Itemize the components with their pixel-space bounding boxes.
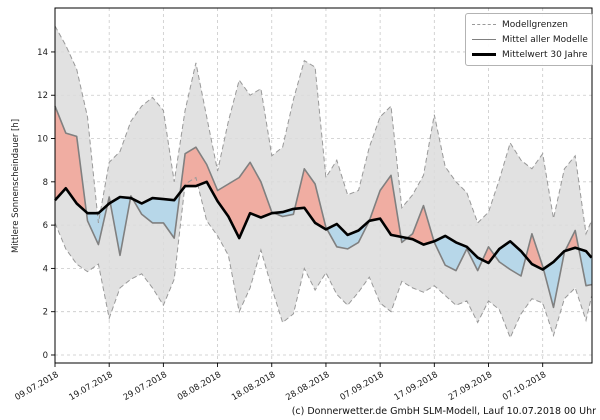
y-tick-label: 2: [43, 308, 48, 318]
below-average-area: [132, 192, 180, 239]
x-tick-label: 18.08.2018: [230, 370, 277, 403]
y-tick-label: 8: [43, 178, 48, 188]
x-tick-label: 17.09.2018: [393, 370, 440, 403]
below-average-area: [86, 205, 108, 245]
gray-line-swatch-icon: [472, 39, 496, 40]
x-tick-label: 08.08.2018: [176, 370, 223, 403]
y-tick-label: 14: [37, 48, 48, 58]
legend-item-modellgrenzen: Modellgrenzen: [472, 18, 586, 31]
above-average-area: [55, 106, 87, 213]
x-tick-label: 27.09.2018: [447, 370, 494, 403]
y-tick-label: 0: [43, 351, 48, 361]
above-average-area: [180, 147, 274, 239]
model-mean-line: [54, 105, 592, 309]
black-line-swatch-icon: [472, 53, 496, 56]
y-tick-label: 6: [43, 221, 48, 231]
y-axis-label: Mittlere Sonnenscheindauer [h]: [11, 118, 21, 254]
copyright-caption: (c) Donnerwetter.de GmbH SLM-Modell, Lau…: [291, 406, 596, 417]
x-tick-label: 29.07.2018: [122, 370, 169, 403]
axes-frame: [54, 7, 593, 364]
y-tick-label: 4: [43, 264, 48, 274]
legend-label: Modellgrenzen: [502, 19, 568, 30]
y-tick-label: 10: [37, 135, 48, 145]
legend-label: Mittel aller Modelle: [502, 34, 588, 45]
dashed-line-swatch-icon: [472, 24, 496, 25]
x-tick-label: 07.10.2018: [501, 370, 548, 403]
x-tick-label: 07.09.2018: [338, 370, 385, 403]
y-tick-label: 12: [37, 91, 48, 101]
below-average-area: [110, 197, 131, 256]
x-tick-label: 19.07.2018: [68, 370, 115, 403]
model-lower-bound-line: [54, 176, 592, 339]
model-spread-band-area: [55, 26, 592, 338]
x-tick-label: 28.08.2018: [284, 370, 331, 403]
above-average-area: [407, 205, 434, 245]
below-average-area: [578, 248, 592, 286]
below-average-area: [543, 250, 565, 308]
legend-item-mittel-aller-modelle: Mittel aller Modelle: [472, 33, 588, 46]
above-average-area: [294, 168, 327, 230]
below-average-area: [434, 235, 483, 271]
legend-item-mittelwert-30-jahre: Mittelwert 30 Jahre: [472, 48, 588, 61]
legend-box: Modellgrenzen Mittel aller Modelle Mitte…: [465, 13, 593, 66]
model-upper-bound-line: [54, 25, 592, 236]
mean-30-years-line: [54, 180, 593, 271]
legend-label: Mittelwert 30 Jahre: [502, 49, 588, 60]
x-tick-label: 09.07.2018: [13, 370, 60, 403]
